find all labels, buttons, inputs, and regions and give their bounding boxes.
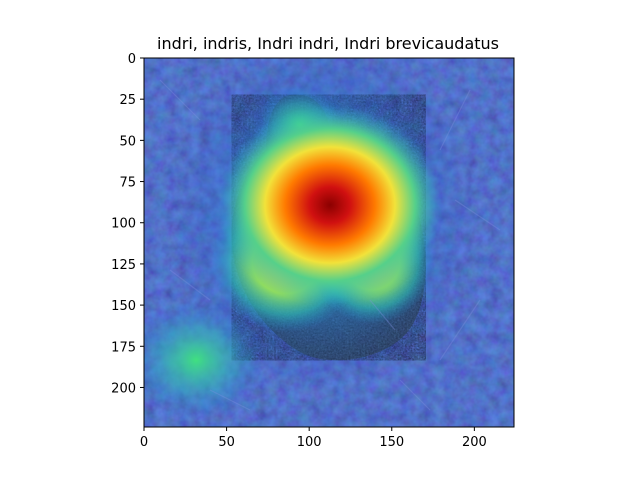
chart-title: indri, indris, Indri indri, Indri brevic… — [157, 34, 499, 53]
heatmap-peak — [218, 105, 442, 305]
x-tick-label: 0 — [140, 435, 148, 450]
y-tick-label: 125 — [111, 258, 136, 273]
y-tick-label: 0 — [128, 52, 136, 67]
x-tick-label: 100 — [297, 435, 322, 450]
x-tick-label: 50 — [218, 435, 235, 450]
y-tick-label: 200 — [111, 381, 136, 396]
y-tick-label: 50 — [119, 134, 136, 149]
x-axis: 0 50 100 150 200 — [140, 427, 487, 450]
y-tick-label: 25 — [119, 93, 136, 108]
y-tick-label: 150 — [111, 299, 136, 314]
y-axis: 0 25 50 75 100 125 150 175 200 — [111, 52, 144, 396]
axes-frame — [143, 57, 515, 428]
y-tick-label: 100 — [111, 217, 136, 232]
x-tick-label: 150 — [379, 435, 404, 450]
heatmap-region-lower-left — [144, 300, 266, 420]
x-tick-label: 200 — [462, 435, 487, 450]
y-tick-label: 175 — [111, 340, 136, 355]
heatmap-image — [144, 58, 514, 427]
y-tick-label: 75 — [119, 176, 136, 191]
